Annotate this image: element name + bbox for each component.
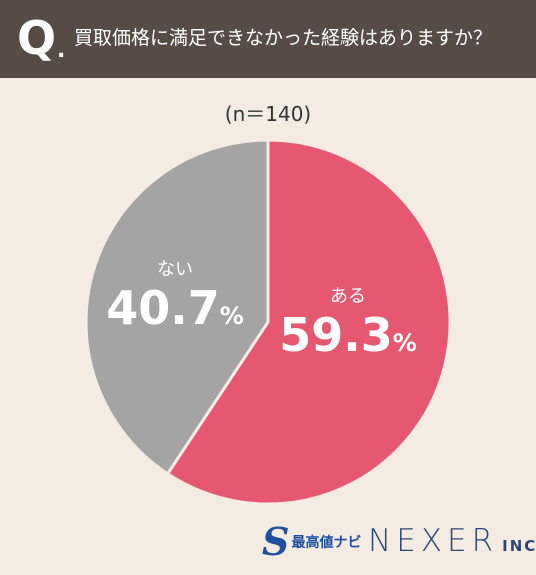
question-text: 買取価格に満足できなかった経験はありますか？ <box>74 27 493 49</box>
q-dot: . <box>57 38 66 63</box>
nexer-logo-main: NEXER <box>368 523 499 559</box>
nexer-logo: NEXER INC. <box>368 523 536 563</box>
pie-slice-nai <box>84 138 270 476</box>
slice-category-nai: ない <box>157 259 193 280</box>
slice-unit-aru: % <box>392 329 417 357</box>
pie-slice-aru <box>166 138 452 506</box>
saikouchi-navi-logo: S 最高値ナビ <box>262 522 361 562</box>
slice-label-aru: ある 59.3% <box>263 282 433 362</box>
slice-value-aru: 59.3 <box>279 308 393 362</box>
nexer-logo-suffix: INC. <box>502 537 536 555</box>
slice-label-nai: ない 40.7% <box>95 255 255 335</box>
slice-unit-nai: % <box>219 302 244 330</box>
question-header: Q . 買取価格に満足できなかった経験はありますか？ <box>0 0 536 78</box>
saikouchi-navi-text: 最高値ナビ <box>291 535 362 551</box>
sample-size: (n＝140) <box>224 102 312 126</box>
saikouchi-navi-mark: S <box>262 519 290 564</box>
slice-category-aru: ある <box>330 286 366 307</box>
slice-value-nai: 40.7 <box>106 281 220 335</box>
q-letter: Q <box>17 11 57 65</box>
